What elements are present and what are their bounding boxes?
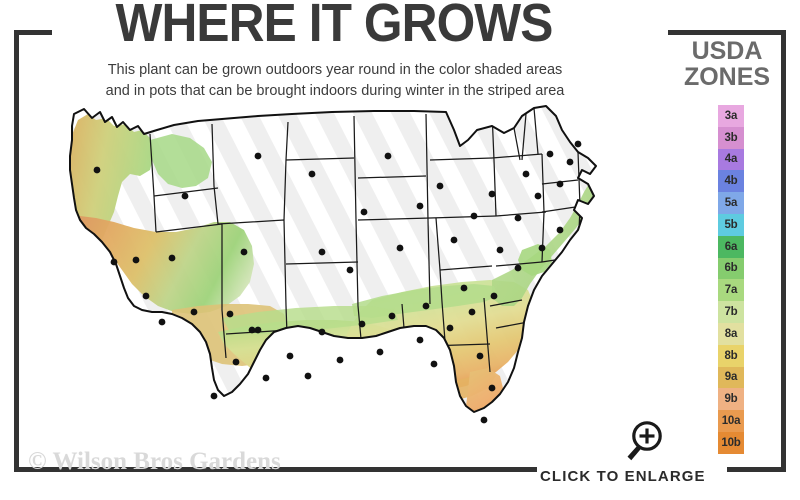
zone-region-southern-plains-transition (222, 306, 398, 334)
map-country-outline (69, 105, 597, 413)
legend-heading-line-2: ZONES (683, 63, 771, 92)
frame-right-segment (781, 30, 786, 472)
zone-swatch-5a: 5a (718, 192, 744, 214)
zone-swatch-7b: 7b (718, 301, 744, 323)
watermark: © Wilson Bros Gardens (28, 448, 281, 475)
zone-region-florida (464, 368, 504, 412)
zone-swatch-3a: 3a (718, 105, 744, 127)
zone-region-delmarva (518, 244, 552, 276)
zone-swatch-9a: 9a (718, 366, 744, 389)
zone-swatch-4b: 4b (718, 170, 744, 193)
frame-left-segment (14, 30, 19, 472)
page-title: WHERE IT GROWS (115, 0, 554, 53)
zone-swatch-7a: 7a (718, 279, 744, 302)
zone-swatch-4a: 4a (718, 148, 744, 171)
subtitle: This plant can be grown outdoors year ro… (28, 60, 642, 102)
click-to-enlarge-label[interactable]: CLICK TO ENLARGE (540, 468, 706, 485)
frame-bottom-segment (14, 467, 537, 472)
zone-swatch-6a: 6a (718, 235, 744, 258)
zone-swatch-10a: 10a (718, 410, 744, 432)
frame-bottom-right-segment (727, 467, 786, 472)
zone-region-california-southwest (70, 216, 254, 314)
zone-swatch-3b: 3b (718, 126, 744, 149)
usda-zone-legend: 3a 3b 4a 4b 5a 5b 6a 6b 7a 7b 8a 8b 9a 9b 10a 10b (718, 105, 744, 454)
legend-heading: USDA ZONES (668, 38, 786, 91)
legend-heading-line-1: USDA (691, 37, 763, 65)
subtitle-line-2: and in pots that can be brought indoors … (105, 83, 565, 100)
frame-top-left-segment (14, 30, 52, 35)
magnifier-plus-icon[interactable] (620, 418, 666, 464)
map-landmass (70, 106, 596, 456)
subtitle-line-1: This plant can be grown outdoors year ro… (107, 62, 563, 78)
zone-region-south-texas (302, 388, 346, 412)
zone-region-south-florida (470, 418, 498, 456)
zone-swatch-5b: 5b (718, 213, 744, 236)
zone-swatch-9b: 9b (718, 388, 744, 411)
usda-zone-map[interactable] (22, 100, 672, 460)
zone-swatch-8a: 8a (718, 322, 744, 345)
zone-swatch-6b: 6b (718, 257, 744, 280)
zone-region-atlantic-coast (492, 176, 596, 306)
zone-swatch-10b: 10b (718, 431, 744, 454)
map-city-dots (93, 140, 582, 424)
zone-region-inland-northwest (150, 134, 212, 188)
frame-top-right-segment (668, 30, 786, 35)
zone-swatch-8b: 8b (718, 344, 744, 367)
